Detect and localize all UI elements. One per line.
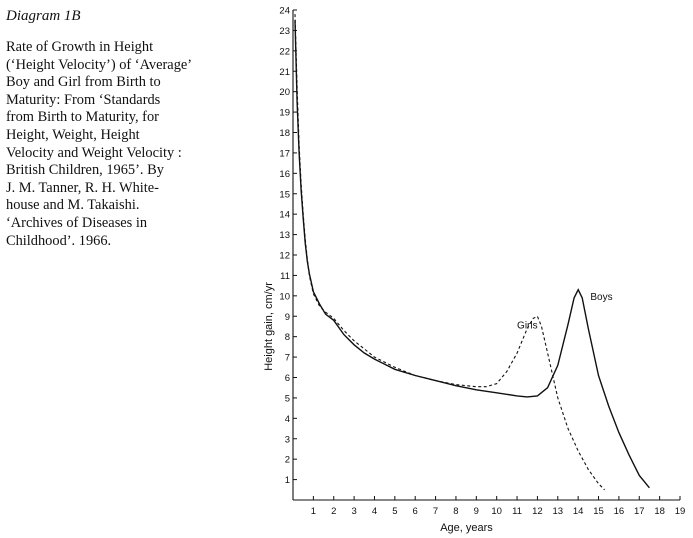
caption-line: ‘Archives of Diseases in (6, 214, 148, 231)
caption-line: (‘Height Velocity’) of ‘Average’ (6, 56, 193, 73)
x-tick-label: 12 (532, 506, 543, 517)
x-tick-label: 15 (593, 506, 604, 517)
y-tick-label: 16 (279, 169, 290, 180)
y-tick-label: 3 (285, 434, 290, 445)
y-tick-label: 6 (285, 373, 290, 384)
y-tick-label: 4 (285, 414, 290, 425)
y-tick-label: 1 (285, 475, 290, 486)
caption-line: Rate of Growth in Height (6, 39, 154, 55)
caption-line: Childhood’. 1966. (6, 232, 112, 249)
x-tick-label: 7 (433, 506, 438, 517)
y-tick-label: 12 (279, 251, 290, 262)
y-tick-label: 24 (279, 6, 290, 17)
x-tick-label: 3 (351, 506, 356, 517)
caption-line: J. M. Tanner, R. H. White- (6, 179, 159, 196)
x-tick-label: 4 (372, 506, 377, 517)
y-tick-label: 18 (279, 128, 290, 139)
caption-line: Maturity: From ‘Standards (6, 91, 161, 108)
x-tick-label: 13 (553, 506, 564, 517)
x-tick-label: 2 (331, 506, 336, 517)
y-tick-label: 7 (285, 353, 290, 364)
x-tick-label: 5 (392, 506, 397, 517)
x-tick-label: 17 (634, 506, 645, 517)
caption-line: Velocity and Weight Velocity : (6, 144, 182, 161)
x-tick-label: 8 (453, 506, 458, 517)
series-line-girls (294, 14, 605, 491)
y-tick-label: 8 (285, 332, 290, 343)
y-tick-label: 10 (279, 291, 290, 302)
y-tick-label: 15 (279, 189, 290, 200)
x-tick-label: 10 (491, 506, 502, 517)
annotation-boys: Boys (590, 292, 612, 303)
y-tick-label: 11 (280, 271, 290, 282)
y-axis-label: Height gain, cm/yr (263, 282, 275, 371)
x-axis-label: Age, years (440, 522, 493, 534)
chart-series (294, 14, 650, 491)
diagram-tag: Diagram 1B (6, 8, 81, 24)
caption-line: Boy and Girl from Birth to (6, 74, 161, 91)
caption-description: Rate of Growth in Height (‘Height Veloci… (6, 39, 261, 250)
x-tick-label: 6 (413, 506, 418, 517)
y-tick-label: 22 (279, 46, 290, 57)
y-tick-label: 13 (279, 230, 290, 241)
y-tick-label: 5 (285, 393, 290, 404)
caption-line: house and M. Takaishi. (6, 197, 140, 214)
chart-axes: 1234567891011121314151617181920212223241… (279, 6, 685, 518)
y-tick-label: 17 (279, 148, 290, 159)
x-tick-label: 9 (474, 506, 479, 517)
caption-line: from Birth to Maturity, for (6, 109, 159, 126)
x-tick-label: 16 (614, 506, 625, 517)
y-tick-label: 20 (279, 87, 290, 98)
x-tick-label: 1 (311, 506, 316, 517)
caption-line: British Children, 1965’. By (6, 162, 164, 179)
y-tick-label: 23 (279, 26, 290, 37)
y-tick-label: 14 (279, 210, 290, 221)
figure-caption: Diagram 1B Rate of Growth in Height (‘He… (6, 8, 261, 250)
y-tick-label: 9 (285, 312, 290, 323)
chart-labels: Age, years Height gain, cm/yr Girls Boys (263, 282, 613, 534)
x-tick-label: 19 (675, 506, 686, 517)
y-tick-label: 2 (285, 455, 290, 466)
x-tick-label: 18 (654, 506, 665, 517)
caption-line: Height, Weight, Height (6, 126, 140, 143)
x-tick-label: 14 (573, 506, 584, 517)
series-line-boys (294, 20, 650, 489)
annotation-girls: Girls (517, 321, 538, 332)
y-tick-label: 21 (279, 67, 290, 78)
x-tick-label: 11 (512, 506, 522, 517)
y-tick-label: 19 (279, 108, 290, 119)
